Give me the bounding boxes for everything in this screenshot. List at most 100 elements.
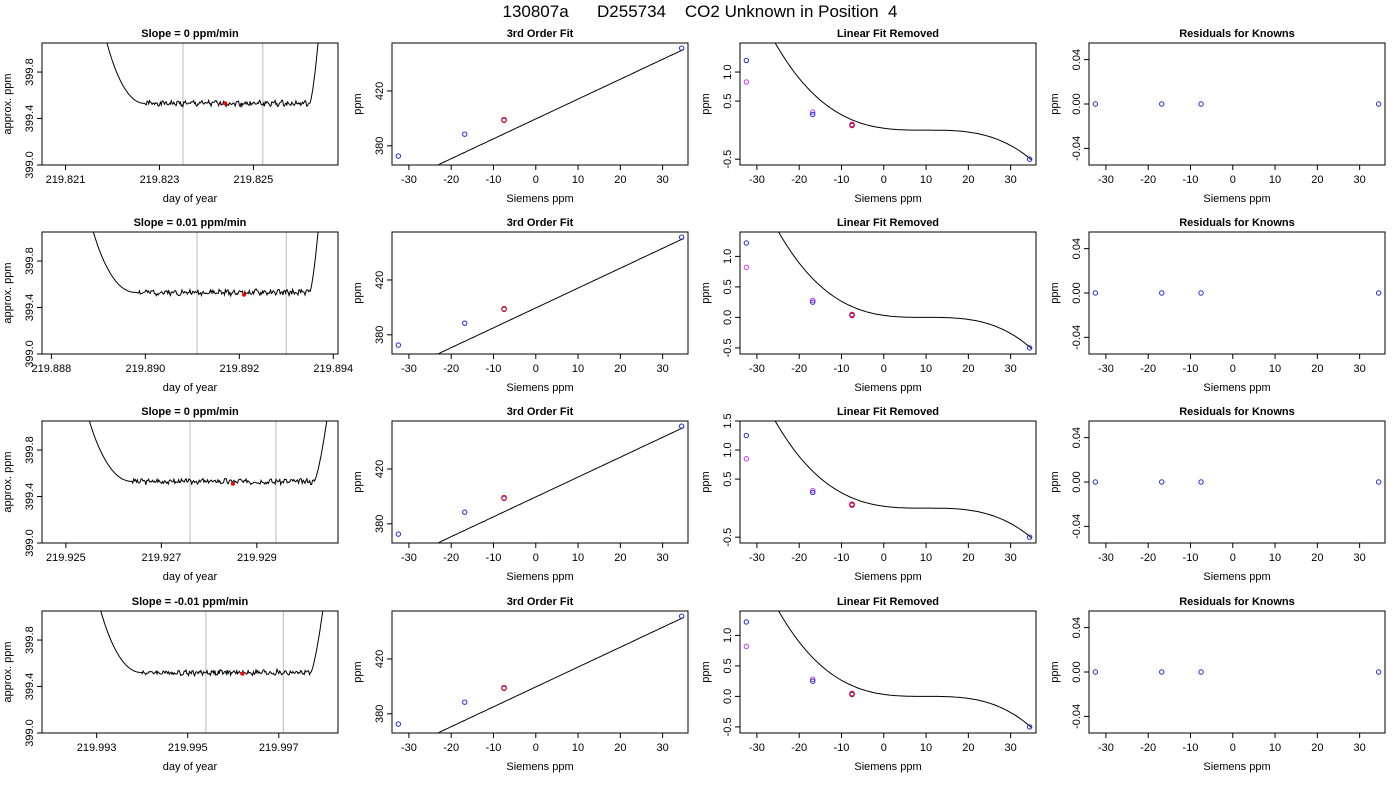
y-tick-label: 0.04 — [1071, 617, 1083, 638]
y-tick-label: 0.00 — [1071, 661, 1083, 682]
sample-marker — [230, 481, 235, 486]
x-tick-label: 219.890 — [125, 363, 165, 375]
x-tick-label: -20 — [1140, 742, 1156, 754]
x-axis-label: Siemens ppm — [854, 761, 921, 773]
data-point-blue — [678, 45, 685, 51]
x-axis-label: day of year — [163, 193, 218, 205]
y-tick-label: 399.0 — [24, 719, 36, 747]
y-tick-label: 380 — [374, 705, 386, 723]
panel-frame — [41, 610, 339, 734]
x-tick-label: -20 — [791, 174, 807, 186]
x-tick-label: -30 — [1098, 363, 1114, 375]
panel-4-4: Residuals for Knowns Siemens ppm ppm -30 -20… — [1049, 596, 1386, 773]
y-axis-label: ppm — [352, 282, 364, 303]
y-tick-label: 1.0 — [722, 64, 734, 79]
panel-title: 3rd Order Fit — [507, 406, 574, 418]
x-tick-label: 219.925 — [46, 552, 86, 564]
plot-area — [106, 43, 319, 165]
x-tick-label: -30 — [749, 174, 765, 186]
panel-title: Residuals for Knowns — [1179, 28, 1295, 40]
x-axis-label: Siemens ppm — [854, 193, 921, 205]
x-tick-label: 10 — [920, 552, 932, 564]
x-tick-label: 30 — [657, 174, 669, 186]
x-tick-label: 30 — [1354, 174, 1366, 186]
panel-title: Residuals for Knowns — [1179, 217, 1295, 229]
y-axis-label: approx. ppm — [2, 451, 14, 512]
x-tick-label: -30 — [1098, 742, 1114, 754]
panel-3-4: Residuals for Knowns Siemens ppm ppm -30 -20… — [1049, 406, 1386, 583]
data-point-blue — [1092, 101, 1099, 107]
x-tick-label: -20 — [443, 552, 459, 564]
panel-frame — [391, 610, 689, 734]
y-axis-label: ppm — [1049, 282, 1061, 303]
x-tick-label: 30 — [1005, 552, 1017, 564]
panel-frame — [1088, 42, 1386, 166]
x-tick-label: 20 — [1311, 552, 1323, 564]
trace-line — [106, 43, 319, 109]
y-tick-label: 1.5 — [722, 413, 734, 428]
y-tick-label: 399.8 — [24, 626, 36, 654]
plot-area — [92, 232, 319, 354]
data-point-magenta — [810, 297, 816, 304]
panel-title: 3rd Order Fit — [507, 596, 574, 608]
panel-title: Slope = 0 ppm/min — [141, 406, 239, 418]
x-tick-label: 219.997 — [259, 742, 299, 754]
panel-1-1: Slope = 0 ppm/min day of year approx. ppm 2… — [2, 28, 339, 205]
x-tick-label: -30 — [401, 363, 417, 375]
x-tick-label: 10 — [572, 742, 584, 754]
x-tick-label: -20 — [791, 552, 807, 564]
data-point-red — [501, 116, 507, 123]
fit-curve — [778, 611, 1033, 729]
plot-area — [395, 613, 685, 733]
fit-curve — [778, 232, 1033, 350]
y-axis-label: ppm — [1049, 661, 1061, 682]
x-tick-label: 10 — [920, 742, 932, 754]
plot-area — [743, 611, 1033, 730]
data-point-blue — [1198, 479, 1204, 485]
panel-frame — [1088, 231, 1386, 355]
plot-area — [395, 423, 685, 543]
x-tick-label: -20 — [1140, 552, 1156, 564]
sample-marker — [223, 101, 228, 106]
fit-curve — [436, 48, 685, 165]
y-tick-label: 399.8 — [24, 436, 36, 464]
x-tick-label: 30 — [657, 552, 669, 564]
y-tick-label: 399.4 — [24, 294, 36, 322]
trace-line — [88, 421, 328, 487]
panel-frame — [1088, 420, 1386, 544]
panel-3-2: 3rd Order Fit Siemens ppm ppm -30 -20 -10 0 10 2… — [352, 406, 689, 583]
x-axis-label: day of year — [163, 761, 218, 773]
x-tick-label: 10 — [1269, 174, 1281, 186]
x-tick-label: -10 — [1183, 363, 1199, 375]
x-tick-label: -10 — [834, 363, 850, 375]
x-axis-label: day of year — [163, 382, 218, 394]
data-point-red — [501, 684, 507, 691]
x-tick-label: -10 — [1183, 174, 1199, 186]
panel-title: Slope = 0 ppm/min — [141, 28, 239, 40]
y-tick-label: -0.04 — [1071, 514, 1083, 539]
data-point-blue — [1159, 101, 1165, 107]
plot-area — [88, 421, 328, 543]
data-point-magenta — [743, 264, 750, 271]
x-axis-label: Siemens ppm — [1203, 571, 1270, 583]
panel-2-2: 3rd Order Fit Siemens ppm ppm -30 -20 -10 0 10 2… — [352, 217, 689, 394]
y-tick-label: 0.00 — [1071, 93, 1083, 114]
x-tick-label: -30 — [401, 174, 417, 186]
x-tick-label: 10 — [920, 174, 932, 186]
data-point-blue — [743, 57, 750, 64]
data-point-magenta — [743, 456, 750, 462]
trace-line — [92, 232, 319, 298]
x-tick-label: 10 — [572, 552, 584, 564]
panel-title: Residuals for Knowns — [1179, 596, 1295, 608]
x-tick-label: -10 — [486, 363, 502, 375]
x-tick-label: 20 — [962, 742, 974, 754]
x-tick-label: 30 — [1354, 363, 1366, 375]
sample-marker — [242, 292, 247, 297]
data-point-blue — [1375, 479, 1382, 485]
x-tick-label: 30 — [1005, 363, 1017, 375]
x-tick-label: 219.888 — [32, 363, 72, 375]
panel-title: Slope = -0.01 ppm/min — [132, 596, 249, 608]
plot-area — [1092, 479, 1382, 485]
y-tick-label: 0.04 — [1071, 49, 1083, 70]
y-tick-label: 420 — [374, 82, 386, 100]
